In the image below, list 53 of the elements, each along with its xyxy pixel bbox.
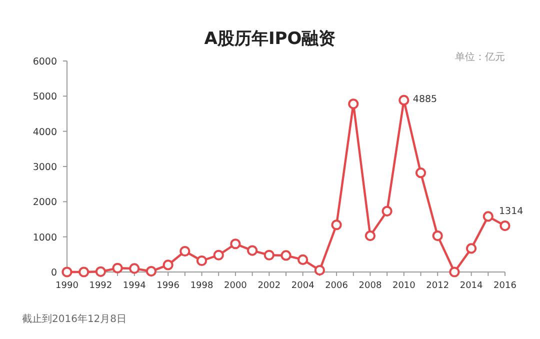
point xyxy=(180,246,190,257)
point xyxy=(364,230,376,242)
point xyxy=(415,168,426,178)
data-label: 1314 xyxy=(499,206,524,217)
y-tick-label: 2000 xyxy=(32,197,57,208)
data-label: 4885 xyxy=(412,94,438,106)
x-tick-label: 1992 xyxy=(89,281,112,291)
point xyxy=(298,254,308,265)
y-tick-label: 0 xyxy=(50,268,57,278)
y-tick-label: 3000 xyxy=(32,162,57,173)
x-tick-label: 2008 xyxy=(358,281,382,291)
point xyxy=(95,266,106,277)
x-tick-label: 2010 xyxy=(392,281,416,291)
point xyxy=(213,250,224,260)
point xyxy=(331,220,342,230)
point xyxy=(449,266,460,278)
point xyxy=(247,245,258,256)
point xyxy=(348,98,359,110)
y-tick-label: 1000 xyxy=(32,232,57,244)
point xyxy=(112,262,123,274)
y-tick-label: 6000 xyxy=(32,56,57,68)
x-tick-label: 2004 xyxy=(291,281,315,291)
y-tick-label: 4000 xyxy=(32,126,57,138)
chart-title: A股历年IPO融资 xyxy=(204,29,336,49)
x-tick-label: 2002 xyxy=(258,281,281,291)
point xyxy=(432,230,443,242)
text: 截止到2016年12月8日 xyxy=(22,313,127,325)
point xyxy=(314,264,325,276)
x-tick-label: 1990 xyxy=(56,281,79,291)
x-tick-label: 1998 xyxy=(190,281,214,291)
point xyxy=(230,238,241,250)
x-tick-label: 2014 xyxy=(460,281,484,291)
point xyxy=(280,250,292,261)
point xyxy=(196,255,208,266)
x-tick-label: 1994 xyxy=(122,281,146,291)
point xyxy=(78,266,90,278)
point xyxy=(398,94,410,106)
x-tick-label: 2016 xyxy=(494,281,517,291)
x-tick-label: 1996 xyxy=(156,281,180,291)
x-tick-label: 2012 xyxy=(426,281,450,291)
point xyxy=(146,266,157,277)
point xyxy=(382,206,392,216)
point xyxy=(264,250,274,260)
point xyxy=(466,243,477,254)
point xyxy=(129,263,140,274)
point xyxy=(62,266,72,278)
annotation: 单位：亿元 xyxy=(455,51,505,63)
x-tick-label: 2006 xyxy=(325,281,348,291)
point xyxy=(500,220,510,232)
y-tick-label: 5000 xyxy=(32,92,57,103)
point xyxy=(482,211,494,222)
point xyxy=(162,260,174,270)
x-tick-label: 2000 xyxy=(224,281,248,291)
